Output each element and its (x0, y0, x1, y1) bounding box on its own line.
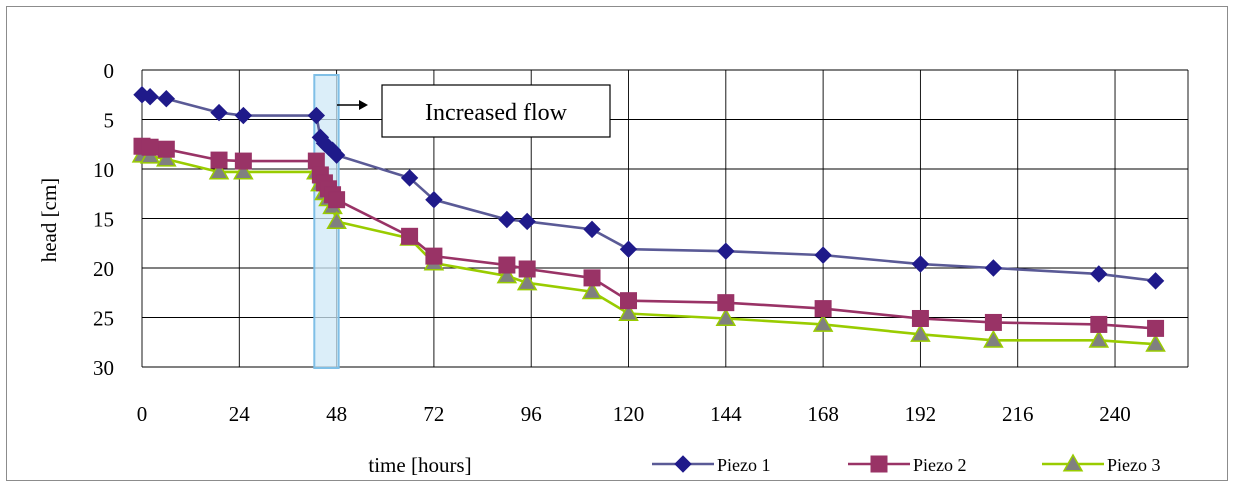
x-tick-label: 168 (807, 402, 839, 426)
y-tick-label: 5 (104, 109, 115, 133)
x-tick-label: 96 (521, 402, 542, 426)
data-point (518, 212, 536, 231)
data-point (814, 246, 832, 264)
series-line (141, 144, 1156, 330)
data-point (307, 106, 326, 125)
legend: Piezo 1 Piezo 2 Piezo 3 (652, 453, 1161, 475)
legend-item: Piezo 2 (848, 455, 967, 475)
data-point (1145, 333, 1166, 352)
y-tick-label: 30 (93, 356, 114, 380)
legend-label: Piezo 3 (1107, 455, 1161, 475)
data-point (1088, 329, 1110, 348)
annotation-text: Increased flow (425, 100, 568, 126)
series-1 (133, 86, 1165, 290)
data-point (326, 210, 347, 229)
x-tick-label: 72 (423, 402, 444, 426)
x-tick-label: 144 (710, 402, 742, 426)
data-point (328, 191, 346, 209)
data-point (618, 303, 639, 322)
data-point (425, 190, 443, 209)
y-tick-label: 15 (93, 208, 114, 232)
data-point (210, 103, 228, 122)
data-point (210, 151, 228, 169)
data-point (208, 161, 230, 180)
data-point (516, 272, 538, 291)
data-point (157, 90, 176, 108)
legend-marker (870, 455, 888, 473)
data-point (814, 300, 832, 318)
data-point (425, 247, 443, 265)
data-point (984, 313, 1002, 331)
series (131, 86, 1166, 352)
x-tick-label: 120 (613, 402, 645, 426)
data-point (984, 259, 1003, 277)
data-point (498, 210, 516, 229)
data-point (234, 106, 253, 125)
x-tick-label: 24 (229, 402, 251, 426)
tick-labels: 0 5 10 15 20 25 30 0 24 48 72 96 120 144 168 192 216 240 (93, 59, 1131, 426)
data-point (234, 152, 252, 170)
data-point (1146, 272, 1165, 290)
legend-marker (674, 455, 692, 473)
data-point (401, 227, 419, 245)
data-point (1090, 265, 1108, 283)
data-point (233, 161, 254, 180)
data-point (911, 255, 930, 273)
data-point (583, 220, 601, 239)
legend-marker (1062, 453, 1084, 472)
x-tick-label: 192 (905, 402, 937, 426)
data-point (518, 260, 536, 278)
data-point (619, 240, 638, 258)
data-point (400, 169, 419, 187)
data-point (1090, 315, 1108, 333)
x-tick-label: 216 (1002, 402, 1034, 426)
series-line (141, 93, 1156, 283)
x-axis-label: time [hours] (368, 453, 471, 477)
x-tick-label: 48 (326, 402, 347, 426)
data-point (620, 292, 638, 310)
annotation: Increased flow (337, 84, 611, 138)
annotation-arrowhead (359, 100, 368, 110)
data-point (327, 146, 346, 164)
y-tick-label: 10 (93, 158, 114, 182)
y-tick-label: 25 (93, 307, 114, 331)
x-tick-label: 0 (137, 402, 148, 426)
legend-item: Piezo 3 (1042, 453, 1161, 475)
x-tick-label: 240 (1099, 402, 1131, 426)
legend-label: Piezo 1 (717, 455, 771, 475)
data-point (717, 294, 735, 312)
y-tick-label: 20 (93, 257, 114, 281)
data-point (156, 148, 177, 167)
data-point (1147, 319, 1165, 337)
data-point (581, 281, 603, 300)
data-point (583, 269, 601, 287)
annotation-box (381, 84, 611, 138)
data-point (141, 88, 159, 106)
y-axis-label: head [cm] (37, 178, 61, 263)
y-tick-label: 0 (104, 59, 115, 83)
series-2 (133, 137, 1165, 337)
data-point (715, 307, 737, 326)
data-point (983, 329, 1004, 348)
data-point (812, 313, 834, 332)
data-point (717, 242, 735, 260)
data-point (141, 138, 159, 156)
data-point (498, 256, 516, 274)
data-point (157, 140, 175, 158)
data-point (911, 309, 929, 327)
data-point (496, 265, 518, 284)
legend-item: Piezo 1 (652, 455, 771, 475)
data-point (910, 323, 931, 342)
legend-label: Piezo 2 (913, 455, 967, 475)
